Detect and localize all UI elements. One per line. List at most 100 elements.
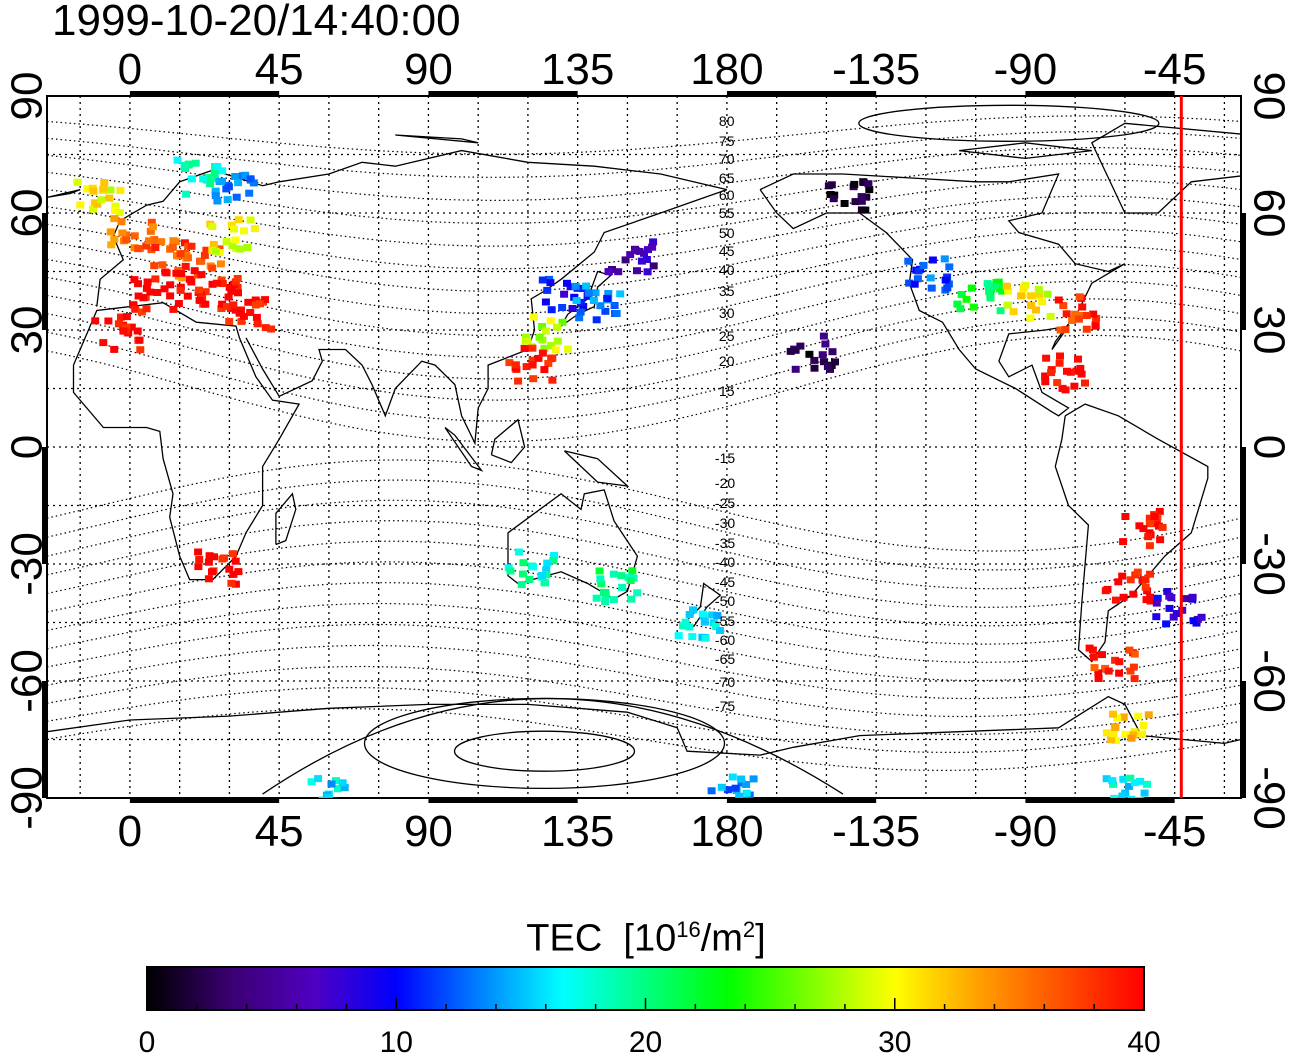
tec-pixel: [1125, 646, 1134, 654]
tec-pixel: [1077, 370, 1086, 378]
tec-pixel: [93, 200, 102, 208]
tec-pixel: [528, 361, 537, 369]
tec-pixel: [1165, 604, 1174, 612]
tec-pixel: [201, 300, 210, 308]
lon-tick-label-top: -45: [1143, 45, 1207, 94]
contour-line: [47, 582, 1241, 663]
tec-pixel: [529, 313, 538, 321]
colorbar-label-unit-close: ]: [755, 917, 766, 960]
lon-tick-label-bottom: 135: [541, 807, 614, 856]
tec-pixel: [796, 342, 805, 350]
tec-pixel: [166, 281, 175, 289]
tec-pixel: [115, 209, 124, 217]
tec-pixel: [626, 577, 635, 584]
tec-pixel: [111, 202, 120, 210]
tec-pixel: [514, 377, 523, 385]
coastline: [759, 173, 1126, 417]
tec-pixel: [1136, 777, 1144, 785]
tec-pixel: [1110, 794, 1119, 798]
tec-pixel: [224, 293, 233, 301]
tec-pixel: [599, 588, 608, 596]
tec-pixel: [1009, 308, 1018, 316]
tec-pixel: [538, 349, 547, 357]
tec-pixel: [181, 262, 190, 270]
figure-title: 1999-10-20/14:40:00: [52, 0, 461, 45]
tec-pixel: [195, 296, 204, 304]
tec-pixel: [547, 306, 556, 314]
tec-pixel: [542, 571, 551, 579]
tec-pixel: [616, 290, 625, 298]
tec-pixel: [215, 178, 224, 185]
tec-pixel: [576, 308, 585, 316]
contour-label: 75: [719, 133, 735, 149]
tec-pixel: [549, 557, 558, 565]
contour-label: -25: [715, 495, 735, 511]
tec-pixel: [168, 243, 177, 251]
tec-pixel: [1076, 312, 1085, 319]
tec-pixel: [957, 291, 966, 298]
tec-pixel: [601, 307, 610, 315]
tec-pixel: [689, 606, 697, 614]
tec-pixel: [130, 276, 139, 284]
tec-pixel: [1133, 568, 1142, 576]
frame-bar: [726, 798, 877, 803]
tec-pixel: [1076, 364, 1085, 372]
tec-pixel: [1004, 287, 1013, 295]
tec-pixel: [136, 346, 145, 354]
tec-pixel: [1118, 572, 1127, 580]
tec-pixel: [701, 634, 710, 642]
coastline: [563, 450, 630, 487]
tec-pixel: [820, 358, 828, 366]
tec-pixel: [191, 159, 200, 167]
lat-tick-label-left: -30: [3, 532, 52, 596]
tec-pixel: [1098, 651, 1106, 659]
tec-pixel: [542, 566, 551, 574]
tec-pixel: [100, 179, 109, 186]
contour-line: [47, 540, 1241, 627]
tec-pixel: [713, 612, 722, 620]
pole-contour: [858, 104, 1160, 142]
tec-pixel: [1127, 734, 1136, 742]
tec-pixel: [197, 271, 206, 279]
tec-pixel: [563, 345, 572, 353]
tec-pixel: [967, 284, 976, 292]
tec-pixel: [208, 223, 217, 231]
contour-label: -20: [715, 475, 735, 491]
tec-pixel: [208, 264, 217, 272]
tec-pixel: [1027, 292, 1036, 300]
tec-pixel: [1134, 712, 1143, 720]
contour-line: [47, 623, 1241, 700]
coastline: [275, 492, 297, 546]
tec-pixel: [1078, 303, 1087, 311]
tec-pixel: [206, 180, 215, 188]
tec-pixel: [145, 237, 153, 245]
tec-pixel: [1035, 290, 1043, 298]
tec-pixel: [151, 275, 160, 283]
tec-pixel: [700, 618, 709, 626]
frame-bar: [129, 798, 280, 803]
tec-pixel: [850, 180, 859, 188]
tec-pixel: [327, 780, 336, 788]
tec-pixel: [644, 246, 652, 254]
tec-pixel: [172, 269, 181, 277]
tec-pixel: [1145, 529, 1154, 537]
lon-tick-label-bottom: 90: [404, 807, 453, 856]
tec-pixel: [228, 242, 237, 250]
tec-pixel: [707, 787, 716, 795]
tec-pixel: [575, 314, 584, 322]
tec-pixel: [106, 228, 115, 236]
tec-pixel: [1129, 590, 1138, 598]
tec-pixel: [551, 346, 560, 354]
tec-pixel: [218, 280, 227, 287]
tec-pixel: [521, 333, 530, 341]
coastline: [1054, 403, 1209, 663]
tec-pixel: [211, 247, 220, 255]
tec-pixel: [635, 247, 644, 255]
tec-data-pixels: [73, 156, 1206, 798]
tec-pixel: [857, 206, 866, 214]
tec-pixel: [318, 796, 327, 798]
tec-pixel: [235, 245, 244, 253]
tec-pixel: [514, 548, 523, 556]
tec-pixel: [520, 345, 529, 352]
tec-pixel: [572, 297, 581, 304]
